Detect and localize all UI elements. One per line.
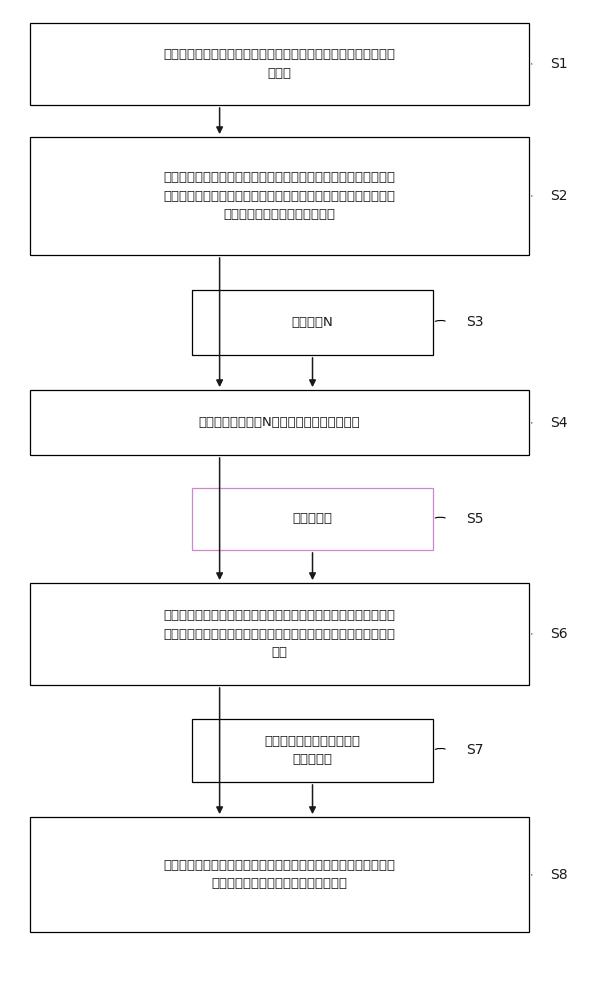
Text: 根据保存的最新的N组调控样本计算脉宽系数: 根据保存的最新的N组调控样本计算脉宽系数 [198,416,361,429]
Bar [192,719,433,782]
Bar [192,290,433,355]
Text: 根据脉宽系数分别与脉宽系数最大值和脉宽系数最小值比较，并根
据比较结果对脉宽系数进行限值并更新: 根据脉宽系数分别与脉宽系数最大值和脉宽系数最小值比较，并根 据比较结果对脉宽系数… [163,859,395,890]
Text: 预设阈值N: 预设阈值N [291,316,334,329]
Text: S2: S2 [550,189,567,203]
Text: S4: S4 [550,416,567,430]
Text: S3: S3 [466,315,483,329]
Text: S8: S8 [550,868,567,882]
Bar [30,137,529,255]
Bar [192,488,433,550]
Bar [30,390,529,455]
Bar [30,817,529,932]
Text: S1: S1 [550,57,567,71]
Text: S7: S7 [466,743,483,757]
Text: 当自动电压控制系统向机组输出调控指令后，将调控指令的相关信
息保存: 当自动电压控制系统向机组输出调控指令后，将调控指令的相关信 息保存 [163,48,395,80]
Bar [30,583,529,685]
Text: 设置脉宽系数最大值和脉宽
系数最小值: 设置脉宽系数最大值和脉宽 系数最小值 [264,735,361,766]
Bar [30,23,529,105]
Text: S5: S5 [466,512,483,526]
Text: 在下一调节周期到达之前，获取机组实时信息，并统计输出调控指
令时无功变化量最大的实时无功，并将统计结果以及对应的调控指
令作为最新的一组调控样本保存: 在下一调节周期到达之前，获取机组实时信息，并统计输出调控指 令时无功变化量最大的… [163,171,395,221]
Text: S6: S6 [550,627,567,641]
Text: 将最新获得的脉宽系数与上一次获得的脉宽系数求取差值，并将差
值绝对值与浮差值比较，根据比较结果对最新获得的脉宽系数进行
调整: 将最新获得的脉宽系数与上一次获得的脉宽系数求取差值，并将差 值绝对值与浮差值比较… [163,609,395,659]
Text: 设置浮差值: 设置浮差值 [293,512,332,526]
